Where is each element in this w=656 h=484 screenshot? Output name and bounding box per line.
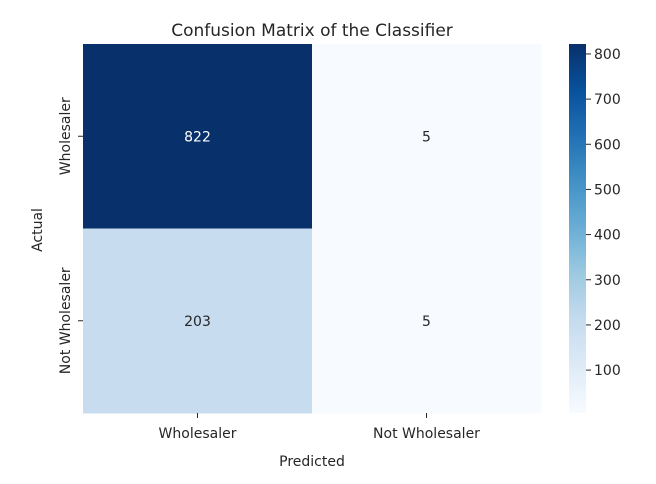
colorbar-tick-label: 300 [594, 273, 621, 289]
cell-value-label: 203 [184, 314, 211, 330]
y-tick-label: Wholesaler [58, 97, 74, 175]
chart-title: Confusion Matrix of the Classifier [171, 21, 453, 41]
cell-value-label: 822 [184, 129, 211, 145]
colorbar-tick-label: 500 [594, 182, 621, 198]
colorbar-tick-label: 600 [594, 137, 621, 153]
colorbar-tick-label: 800 [594, 47, 621, 63]
colorbar [569, 44, 586, 413]
heatmap-cell [83, 44, 313, 229]
x-axis-label: Predicted [279, 454, 345, 470]
cell-value-label: 5 [422, 129, 431, 145]
colorbar-tick-label: 700 [594, 92, 621, 108]
y-tick-label: Not Wholesaler [58, 267, 74, 374]
colorbar-ticks: 100 200 300 400 500 600 700 800 [586, 47, 621, 379]
heatmap-cell [312, 228, 542, 414]
y-axis-label: Actual [30, 208, 46, 252]
x-axis-ticks: Wholesaler Not Wholesaler [159, 413, 480, 442]
cell-value-label: 5 [422, 314, 431, 330]
x-tick-label: Not Wholesaler [373, 426, 480, 442]
colorbar-tick-label: 400 [594, 228, 621, 244]
y-axis-ticks: Wholesaler Not Wholesaler [58, 97, 83, 374]
heatmap-cell [312, 44, 542, 229]
colorbar-tick-label: 100 [594, 363, 621, 379]
x-tick-label: Wholesaler [159, 426, 237, 442]
colorbar-tick-label: 200 [594, 318, 621, 334]
heatmap-cell [83, 228, 313, 414]
heatmap-cells: 822 5 203 5 [83, 44, 542, 414]
